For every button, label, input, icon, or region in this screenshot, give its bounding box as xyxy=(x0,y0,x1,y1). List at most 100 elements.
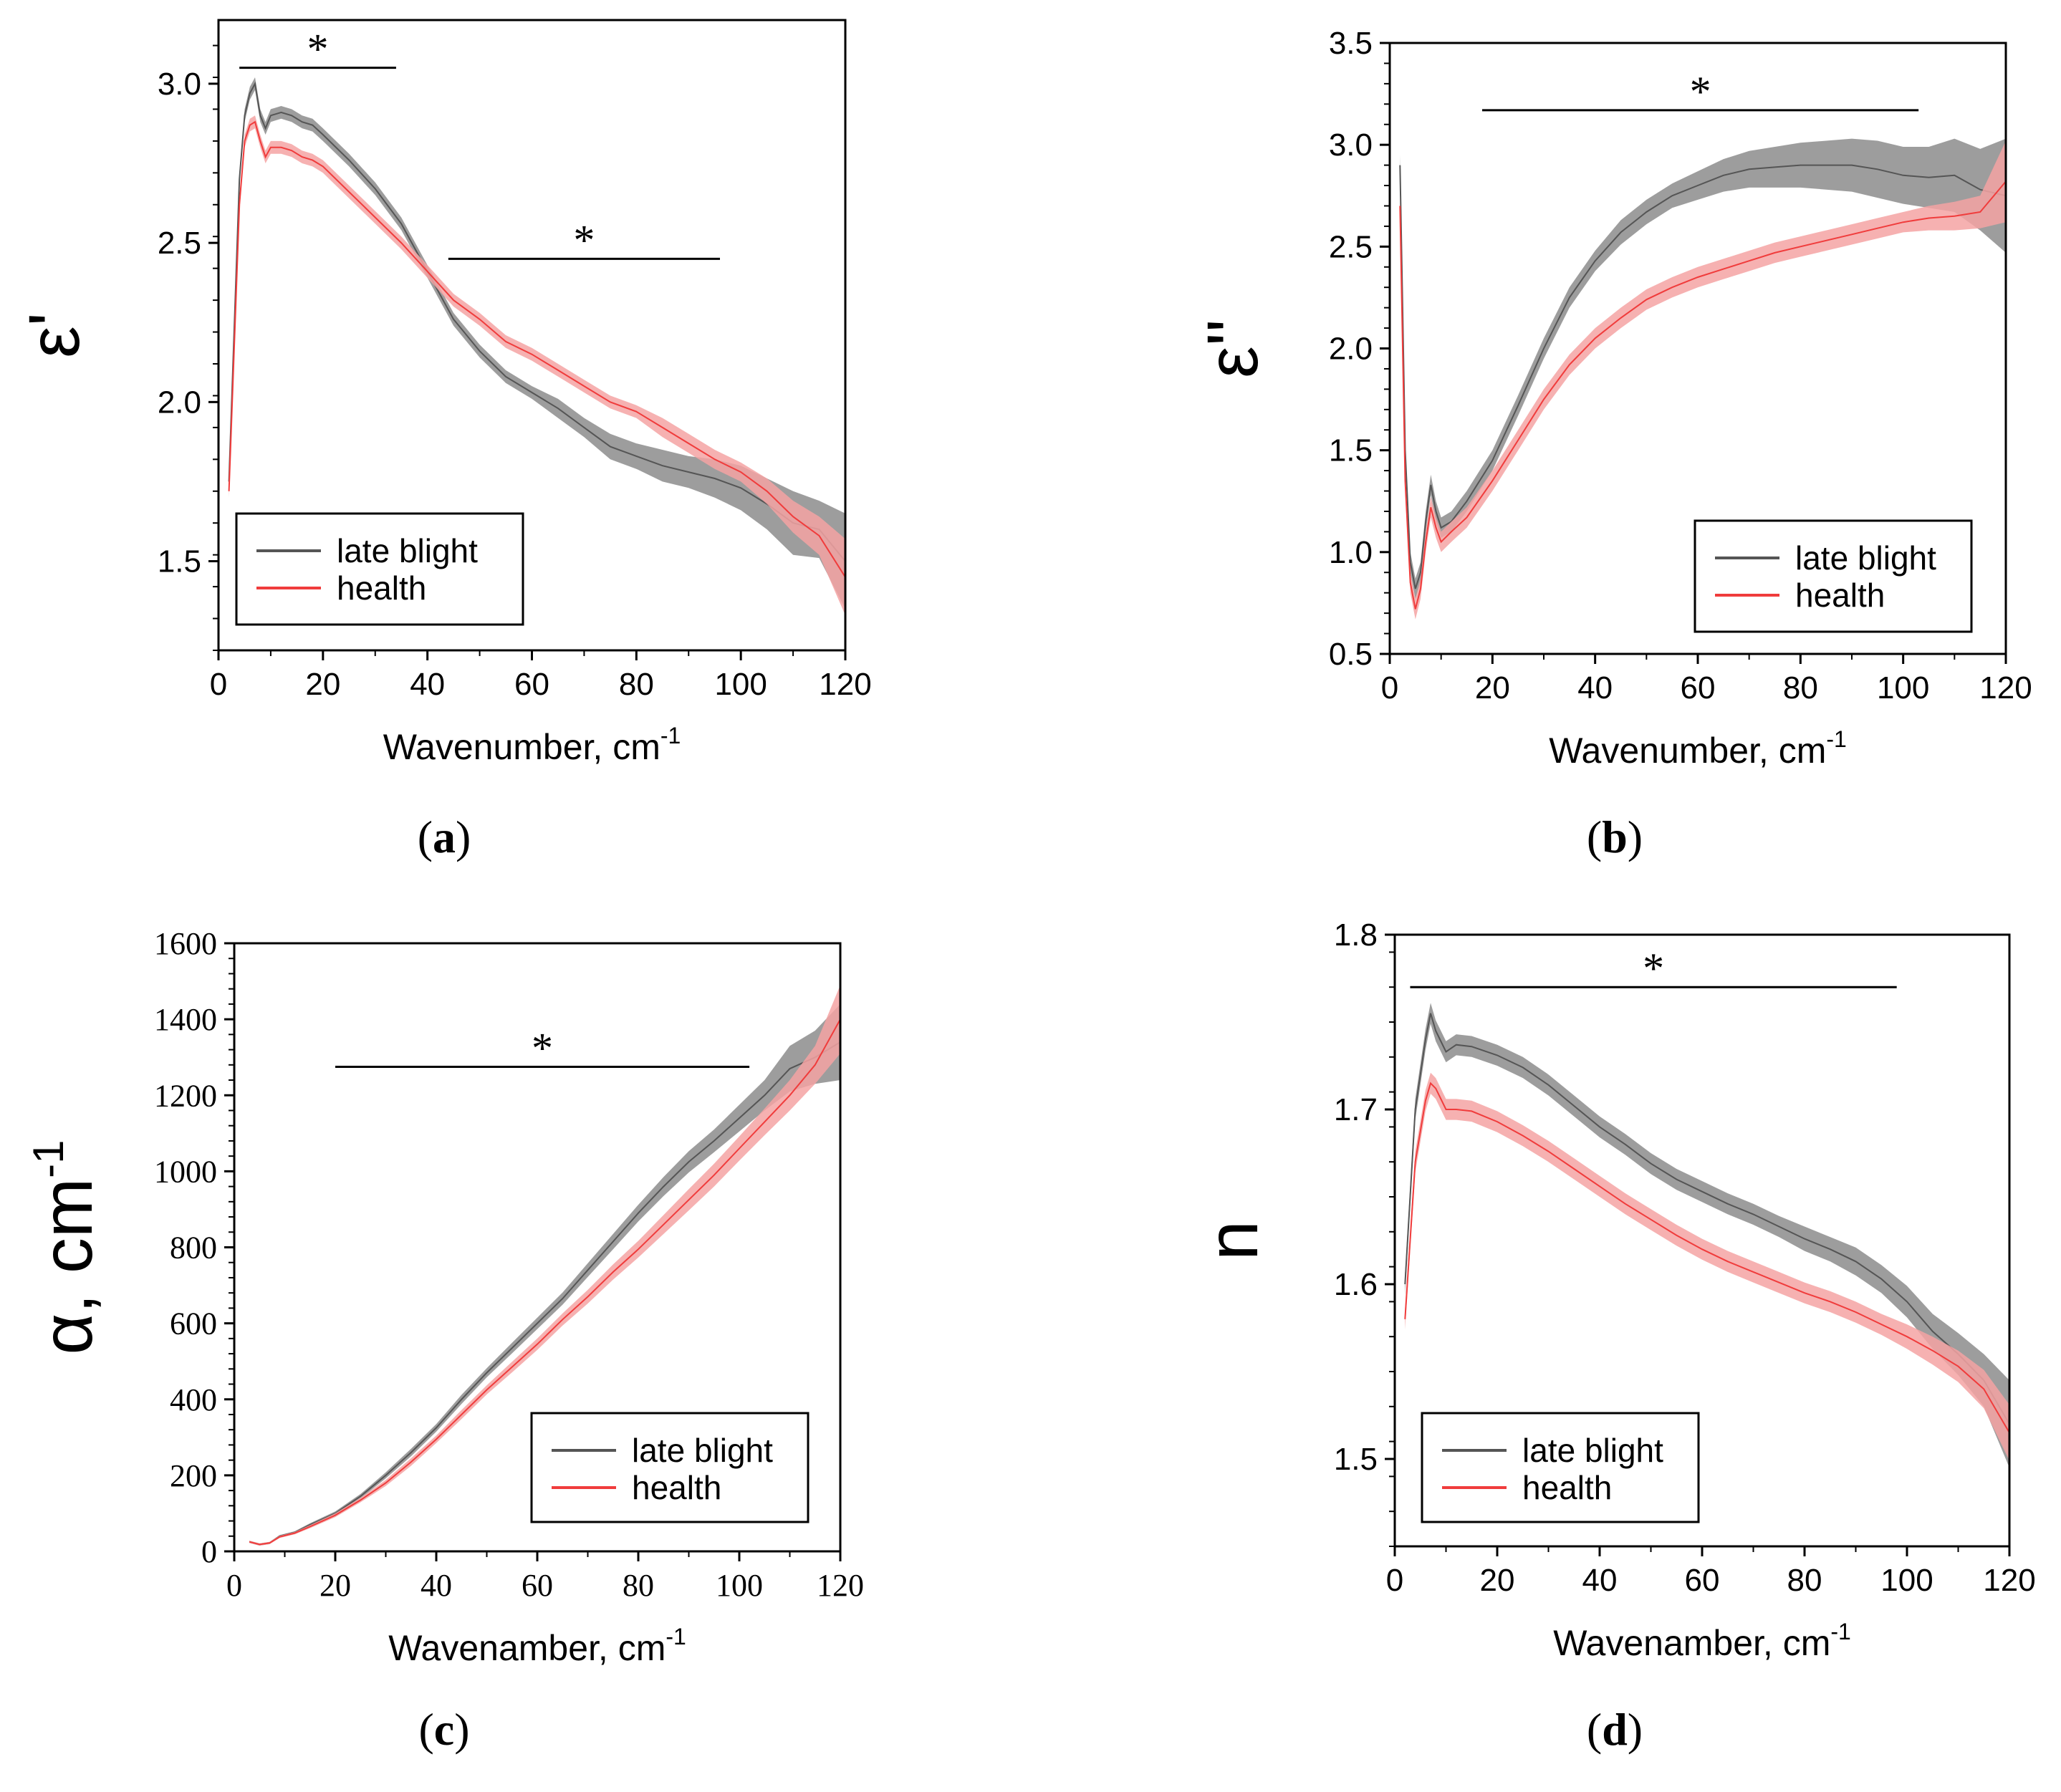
x-tick-label: 40 xyxy=(410,667,445,702)
x-tick-label: 20 xyxy=(305,667,340,702)
error-band-a-late-blight xyxy=(229,77,846,610)
x-tick-label: 80 xyxy=(619,667,654,702)
error-band-c-late-blight xyxy=(249,1003,841,1546)
x-axis-label-text: Wavenamber, cm xyxy=(1553,1623,1830,1663)
y-tick-label: 2.5 xyxy=(1329,229,1373,264)
y-tick-label: 800 xyxy=(170,1230,217,1266)
x-tick-label: 20 xyxy=(320,1568,351,1603)
legend-label-health: health xyxy=(337,569,426,607)
y-axis-label-text: α, cm xyxy=(27,1178,107,1355)
y-tick-label: 1.7 xyxy=(1334,1092,1378,1127)
y-axis-label-sup: -1 xyxy=(24,1140,72,1177)
x-axis-label-sup: -1 xyxy=(1830,1619,1850,1644)
y-tick-label: 2.0 xyxy=(158,385,201,420)
x-tick-label: 0 xyxy=(226,1568,242,1603)
x-tick-label: 0 xyxy=(210,667,227,702)
legend-label-late-blight: late blight xyxy=(632,1432,773,1469)
y-tick-label: 1.5 xyxy=(1334,1442,1378,1477)
x-tick-label: 100 xyxy=(716,1568,763,1603)
y-tick-label: 3.5 xyxy=(1329,26,1373,61)
x-axis-label-sup: -1 xyxy=(660,723,681,748)
x-tick-label: 80 xyxy=(1783,670,1818,705)
x-tick-label: 60 xyxy=(1681,670,1716,705)
x-axis-label-sup: -1 xyxy=(666,1624,686,1649)
legend-label-late-blight: late blight xyxy=(1522,1432,1663,1469)
chart-panel-a: 0 20 40 60 80 100 120 1.5 2.0 2.5 3.0 Wavenumber, c… xyxy=(14,19,872,862)
legend-box xyxy=(530,1412,809,1523)
y-tick-label: 1000 xyxy=(154,1154,217,1189)
significance-asterisk: * xyxy=(307,26,329,73)
y-tick-label: 1.5 xyxy=(158,544,201,579)
series-line-a-health xyxy=(228,120,846,578)
legend-box xyxy=(1694,519,1973,633)
x-axis-label-text: Wavenumber, cm xyxy=(383,727,660,767)
y-tick-label: 0.5 xyxy=(1329,637,1373,672)
legend-box xyxy=(1421,1412,1700,1523)
significance-asterisk: * xyxy=(1643,945,1664,992)
y-tick-label: 0 xyxy=(201,1534,217,1569)
x-axis-label-sup: -1 xyxy=(1826,726,1846,752)
y-tick-label: 1.6 xyxy=(1334,1267,1378,1302)
x-tick-label: 40 xyxy=(1582,1563,1618,1598)
error-band-b-late-blight xyxy=(1400,138,2006,599)
x-tick-label: 40 xyxy=(1577,670,1613,705)
chart-panel-d: 0 20 40 60 80 100 120 1.5 1.6 1.7 1.8 Wavenamber, c… xyxy=(1193,917,2036,1755)
significance-asterisk: * xyxy=(573,216,595,264)
x-tick-label: 120 xyxy=(1983,1563,2035,1598)
x-tick-label: 20 xyxy=(1480,1563,1515,1598)
x-axis-label: Wavenumber, cm-1 xyxy=(383,723,681,767)
x-tick-label: 100 xyxy=(1880,1563,1933,1598)
y-tick-label: 1.5 xyxy=(1329,433,1373,468)
x-tick-label: 120 xyxy=(1979,670,2032,705)
x-tick-label: 120 xyxy=(819,667,871,702)
legend-label-health: health xyxy=(1795,577,1885,614)
series-line-c-health xyxy=(249,1018,841,1546)
panel-label-d: (d) xyxy=(1587,1704,1643,1755)
x-axis-label: Wavenumber, cm-1 xyxy=(1549,726,1847,771)
x-tick-label: 0 xyxy=(1381,670,1398,705)
y-axis-label-text: ε'' xyxy=(1193,319,1273,378)
x-tick-label: 60 xyxy=(514,667,549,702)
x-axis-label-text: Wavenamber, cm xyxy=(388,1628,666,1668)
series-line-b-late-blight xyxy=(1399,164,2007,589)
y-axis-label: n xyxy=(1193,1220,1273,1261)
panel-label-c: (c) xyxy=(418,1704,469,1755)
y-tick-label: 1600 xyxy=(154,926,217,961)
x-tick-label: 120 xyxy=(817,1568,864,1603)
x-axis-label: Wavenamber, cm-1 xyxy=(388,1624,686,1668)
x-axis-label-text: Wavenumber, cm xyxy=(1549,731,1826,771)
y-tick-label: 600 xyxy=(170,1306,217,1341)
error-band-d-late-blight xyxy=(1405,1003,2009,1468)
legend-label-late-blight: late blight xyxy=(337,532,478,569)
x-tick-label: 40 xyxy=(421,1568,452,1603)
chart-panel-b: 0 20 40 60 80 100 120 0.5 1.0 1.5 2.0 2.5 3.0 3.5 Wave… xyxy=(1193,26,2032,862)
y-axis-label: ε'' xyxy=(1193,319,1273,378)
y-tick-label: 1200 xyxy=(154,1078,217,1113)
y-axis-label: α, cm-1 xyxy=(24,1140,107,1354)
y-axis-label-text: n xyxy=(1193,1220,1273,1261)
legend-label-health: health xyxy=(1522,1469,1612,1506)
y-axis-label-text: ε' xyxy=(14,312,95,358)
significance-asterisk: * xyxy=(532,1024,553,1071)
chart-panel-c: 0 20 40 60 80 100 1200200400600800100012001400… xyxy=(24,926,864,1755)
y-axis-label: ε' xyxy=(14,312,95,358)
x-axis-label: Wavenamber, cm-1 xyxy=(1553,1619,1851,1663)
legend-box xyxy=(235,512,524,626)
x-tick-label: 0 xyxy=(1386,1563,1403,1598)
series-line-d-late-blight xyxy=(1404,1013,2010,1425)
x-tick-label: 20 xyxy=(1475,670,1510,705)
panel-label-b: (b) xyxy=(1587,811,1643,862)
legend-label-late-blight: late blight xyxy=(1795,539,1936,577)
y-tick-label: 1.8 xyxy=(1334,917,1378,953)
y-tick-label: 200 xyxy=(170,1458,217,1493)
x-tick-label: 60 xyxy=(1685,1563,1720,1598)
legend-label-health: health xyxy=(632,1469,721,1506)
series-line-d-health xyxy=(1404,1082,2010,1433)
y-tick-label: 2.0 xyxy=(1329,332,1373,367)
y-tick-label: 1.0 xyxy=(1329,535,1373,570)
panel-label-a: (a) xyxy=(418,811,471,862)
